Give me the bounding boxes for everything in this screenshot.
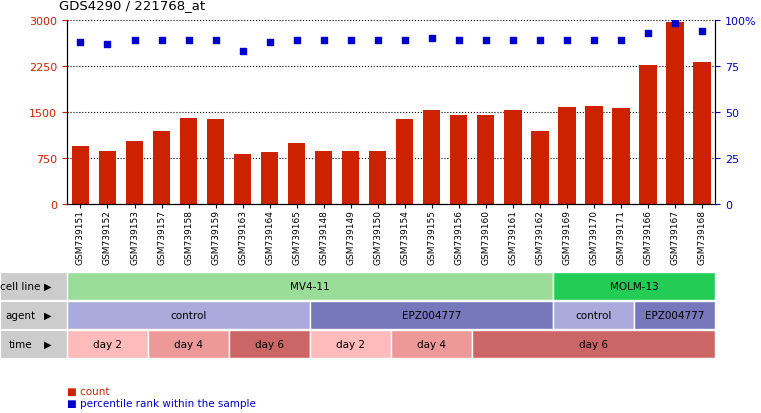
Bar: [477, 116, 495, 204]
Text: day 2: day 2: [93, 339, 122, 349]
Text: ▶: ▶: [44, 310, 52, 320]
Text: control: control: [170, 310, 207, 320]
Point: [669, 21, 681, 28]
Bar: [288, 143, 305, 204]
Text: ▶: ▶: [44, 281, 52, 291]
Text: day 6: day 6: [579, 339, 608, 349]
Point: [453, 38, 465, 44]
Point: [129, 38, 141, 44]
Point: [237, 49, 249, 55]
Text: ■ count: ■ count: [67, 386, 110, 396]
Text: cell line: cell line: [0, 281, 40, 291]
Bar: [180, 119, 197, 204]
Bar: [639, 66, 657, 204]
Bar: [585, 107, 603, 204]
Text: EPZ004777: EPZ004777: [645, 310, 705, 320]
Text: ▶: ▶: [44, 339, 52, 349]
Point: [696, 28, 708, 35]
Bar: [369, 151, 387, 204]
Bar: [423, 111, 441, 204]
Point: [561, 38, 573, 44]
Point: [642, 30, 654, 37]
Text: MV4-11: MV4-11: [290, 281, 330, 291]
Bar: [126, 142, 143, 204]
Text: MOLM-13: MOLM-13: [610, 281, 659, 291]
Text: agent: agent: [5, 310, 35, 320]
Bar: [666, 23, 683, 204]
Text: GDS4290 / 221768_at: GDS4290 / 221768_at: [59, 0, 205, 12]
Bar: [450, 116, 467, 204]
Bar: [396, 119, 413, 204]
Point: [479, 38, 492, 44]
Point: [371, 38, 384, 44]
Point: [75, 39, 87, 46]
Point: [183, 38, 195, 44]
Point: [587, 38, 600, 44]
Text: day 4: day 4: [417, 339, 446, 349]
Bar: [261, 152, 279, 204]
Bar: [531, 131, 549, 204]
Text: day 4: day 4: [174, 339, 203, 349]
Text: day 2: day 2: [336, 339, 365, 349]
Point: [615, 38, 627, 44]
Point: [507, 38, 519, 44]
Point: [425, 36, 438, 43]
Point: [345, 38, 357, 44]
Point: [263, 39, 275, 46]
Text: EPZ004777: EPZ004777: [402, 310, 461, 320]
Point: [317, 38, 330, 44]
Text: day 6: day 6: [255, 339, 284, 349]
Bar: [153, 132, 170, 204]
Bar: [315, 151, 333, 204]
Point: [291, 38, 303, 44]
Text: control: control: [575, 310, 612, 320]
Point: [209, 38, 221, 44]
Bar: [342, 151, 359, 204]
Bar: [558, 108, 575, 204]
Bar: [612, 109, 629, 204]
Bar: [99, 152, 116, 204]
Point: [101, 41, 113, 48]
Bar: [72, 146, 89, 204]
Text: ■ percentile rank within the sample: ■ percentile rank within the sample: [67, 398, 256, 408]
Point: [155, 38, 167, 44]
Point: [399, 38, 411, 44]
Text: time: time: [8, 339, 32, 349]
Bar: [207, 119, 224, 204]
Bar: [234, 154, 251, 204]
Bar: [693, 63, 711, 204]
Bar: [504, 111, 521, 204]
Point: [533, 38, 546, 44]
